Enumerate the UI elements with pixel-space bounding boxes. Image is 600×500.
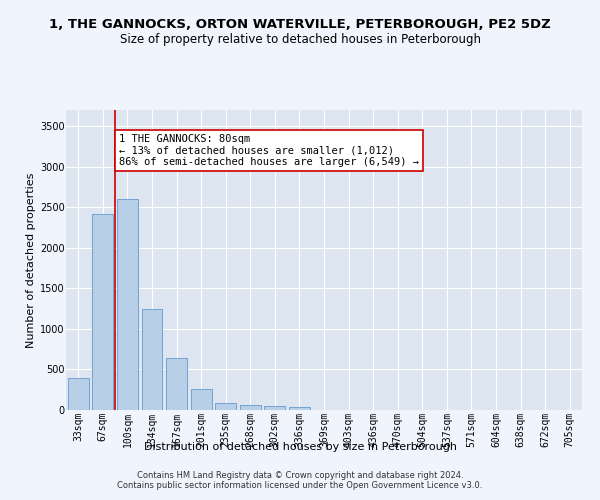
Bar	[191, 390, 212, 410]
Bar	[142, 310, 163, 410]
Text: Distribution of detached houses by size in Peterborough: Distribution of detached houses by size …	[143, 442, 457, 452]
Bar	[265, 406, 286, 410]
Bar	[68, 378, 89, 410]
Bar	[289, 407, 310, 410]
Bar	[117, 199, 138, 410]
Bar	[240, 405, 261, 410]
Text: 1, THE GANNOCKS, ORTON WATERVILLE, PETERBOROUGH, PE2 5DZ: 1, THE GANNOCKS, ORTON WATERVILLE, PETER…	[49, 18, 551, 30]
Bar	[166, 358, 187, 410]
Bar	[215, 402, 236, 410]
Text: 1 THE GANNOCKS: 80sqm
← 13% of detached houses are smaller (1,012)
86% of semi-d: 1 THE GANNOCKS: 80sqm ← 13% of detached …	[119, 134, 419, 167]
Y-axis label: Number of detached properties: Number of detached properties	[26, 172, 35, 348]
Text: Size of property relative to detached houses in Peterborough: Size of property relative to detached ho…	[119, 32, 481, 46]
Text: Contains HM Land Registry data © Crown copyright and database right 2024.
Contai: Contains HM Land Registry data © Crown c…	[118, 470, 482, 490]
Bar	[92, 214, 113, 410]
